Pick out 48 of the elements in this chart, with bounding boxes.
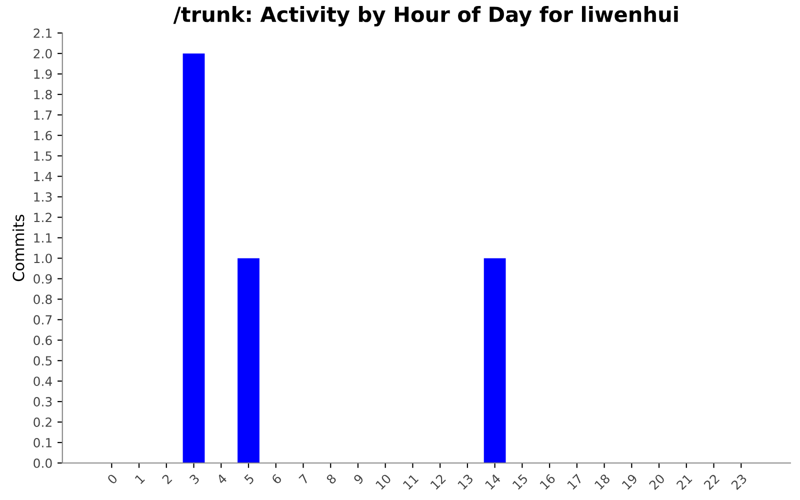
x-tick-label: 15 bbox=[512, 474, 528, 490]
x-tick-label: 13 bbox=[457, 474, 474, 490]
x-tick-label: 21 bbox=[676, 474, 692, 490]
y-axis-title: Commits bbox=[12, 214, 24, 282]
y-tick-label: 1.8 bbox=[34, 90, 52, 100]
y-tick-label: 1.7 bbox=[34, 110, 52, 120]
chart-title: /trunk: Activity by Hour of Day for liwenhui bbox=[173, 6, 678, 26]
y-tick-label: 0.6 bbox=[34, 336, 52, 346]
x-tick-label: 19 bbox=[622, 474, 638, 490]
x-tick-label: 14 bbox=[484, 473, 502, 490]
x-tick-label: 10 bbox=[375, 473, 392, 490]
y-tick-label: 0.5 bbox=[34, 356, 52, 366]
x-tick-label: 3 bbox=[188, 474, 200, 485]
y-tick-label: 1.3 bbox=[34, 192, 52, 202]
y-tick-label: 1.6 bbox=[34, 130, 52, 140]
x-tick-label: 0 bbox=[106, 473, 118, 485]
y-tick-label: 1.9 bbox=[34, 69, 52, 79]
x-tick-label: 5 bbox=[244, 474, 255, 485]
y-tick-label: 0.0 bbox=[34, 458, 52, 468]
y-tick-label: 1.2 bbox=[34, 212, 52, 222]
x-tick-label: 2 bbox=[162, 474, 172, 484]
x-tick-label: 18 bbox=[594, 473, 611, 490]
y-tick-label: 1.1 bbox=[34, 233, 52, 243]
x-tick-label: 8 bbox=[326, 473, 337, 485]
y-tick-label: 0.7 bbox=[34, 315, 52, 325]
y-tick-label: 0.4 bbox=[34, 376, 52, 386]
x-tick-label: 1 bbox=[134, 474, 145, 484]
y-tick-label: 1.0 bbox=[34, 254, 52, 264]
y-tick-label: 0.2 bbox=[34, 418, 52, 427]
x-tick-label: 16 bbox=[539, 473, 556, 490]
y-tick-label: 2.1 bbox=[34, 28, 52, 38]
x-tick-label: 20 bbox=[648, 473, 666, 490]
y-tick-label: 0.9 bbox=[34, 274, 52, 284]
y-tick-label: 1.5 bbox=[34, 151, 52, 161]
y-tick-label: 0.8 bbox=[34, 294, 52, 304]
x-tick-label: 22 bbox=[703, 474, 720, 490]
y-tick-label: 2.0 bbox=[34, 48, 52, 58]
x-tick-label: 7 bbox=[298, 474, 310, 484]
x-tick-label: 17 bbox=[566, 474, 583, 490]
x-tick-label: 4 bbox=[216, 473, 228, 485]
y-tick-label: 1.4 bbox=[34, 172, 52, 182]
x-tick-label: 6 bbox=[271, 473, 282, 485]
y-tick-label: 0.3 bbox=[34, 397, 52, 406]
x-tick-label: 11 bbox=[402, 474, 419, 490]
y-tick-label: 0.1 bbox=[34, 438, 52, 448]
x-tick-label: 12 bbox=[430, 474, 446, 490]
x-tick-label: 23 bbox=[730, 474, 748, 490]
x-tick-label: 9 bbox=[353, 474, 364, 485]
